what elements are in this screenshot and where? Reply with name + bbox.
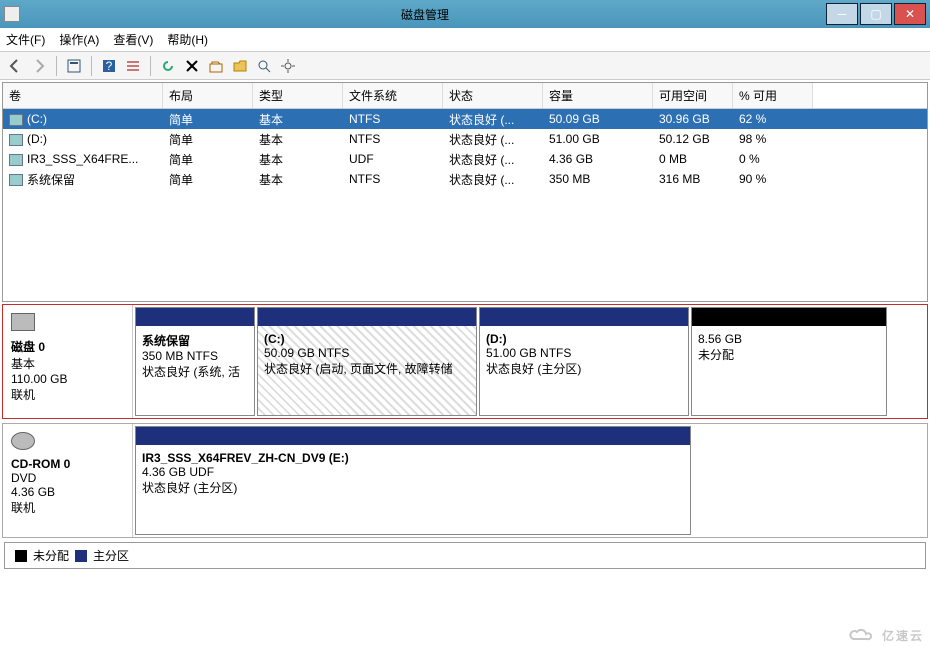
back-button[interactable] — [4, 55, 26, 77]
partition[interactable]: (D:)51.00 GB NTFS状态良好 (主分区) — [479, 307, 689, 416]
cd-part-size: 4.36 GB UDF — [142, 465, 684, 479]
cd-part-name: IR3_SSS_X64FREV_ZH-CN_DV9 (E:) — [142, 451, 684, 465]
volume-row[interactable]: IR3_SSS_X64FRE...简单基本UDF状态良好 (...4.36 GB… — [3, 149, 927, 169]
volume-row[interactable]: (C:)简单基本NTFS状态良好 (...50.09 GB30.96 GB62 … — [3, 109, 927, 129]
close-button[interactable]: ✕ — [894, 3, 926, 25]
find-button[interactable] — [253, 55, 275, 77]
properties-button[interactable] — [63, 55, 85, 77]
legend-unalloc: 未分配 — [33, 547, 69, 564]
drive-icon — [9, 134, 23, 146]
minimize-button[interactable]: ─ — [826, 3, 858, 25]
col-layout[interactable]: 布局 — [163, 83, 253, 108]
list-button[interactable] — [122, 55, 144, 77]
delete-button[interactable] — [181, 55, 203, 77]
col-fs[interactable]: 文件系统 — [343, 83, 443, 108]
col-type[interactable]: 类型 — [253, 83, 343, 108]
volume-row[interactable]: (D:)简单基本NTFS状态良好 (...51.00 GB50.12 GB98 … — [3, 129, 927, 149]
partition-size: 350 MB NTFS — [142, 349, 248, 363]
cdrom-row[interactable]: CD-ROM 0 DVD 4.36 GB 联机 IR3_SSS_X64FREV_… — [2, 423, 928, 538]
cdrom-title: CD-ROM 0 — [11, 457, 70, 471]
partition-bar — [480, 308, 688, 326]
disk-0-state: 联机 — [11, 386, 124, 403]
svg-text:?: ? — [106, 59, 113, 73]
disk-0-partitions: 系统保留350 MB NTFS状态良好 (系统, 活(C:)50.09 GB N… — [133, 305, 927, 418]
maximize-button[interactable]: ▢ — [860, 3, 892, 25]
title-bar: 磁盘管理 ─ ▢ ✕ — [0, 0, 930, 28]
open-button[interactable] — [229, 55, 251, 77]
cdrom-size: 4.36 GB — [11, 485, 124, 499]
disk-0-type: 基本 — [11, 355, 124, 372]
cdrom-partition[interactable]: IR3_SSS_X64FREV_ZH-CN_DV9 (E:) 4.36 GB U… — [135, 426, 691, 535]
partition-status: 状态良好 (启动, 页面文件, 故障转储 — [264, 360, 470, 377]
settings-button[interactable] — [277, 55, 299, 77]
partition-bar — [692, 308, 886, 326]
col-free[interactable]: 可用空间 — [653, 83, 733, 108]
app-icon — [4, 6, 20, 22]
partition[interactable]: 系统保留350 MB NTFS状态良好 (系统, 活 — [135, 307, 255, 416]
cdrom-partitions: IR3_SSS_X64FREV_ZH-CN_DV9 (E:) 4.36 GB U… — [133, 424, 927, 537]
volume-header: 卷 布局 类型 文件系统 状态 容量 可用空间 % 可用 — [3, 83, 927, 109]
partition-bar — [136, 427, 690, 445]
watermark: 亿速云 — [847, 624, 924, 645]
col-pct[interactable]: % 可用 — [733, 83, 813, 108]
disk-0-size: 110.00 GB — [11, 372, 124, 386]
partition-size: 8.56 GB — [698, 332, 880, 346]
partition-status: 状态良好 (主分区) — [486, 360, 682, 377]
menu-file[interactable]: 文件(F) — [6, 31, 45, 48]
volume-row[interactable]: 系统保留简单基本NTFS状态良好 (...350 MB316 MB90 % — [3, 169, 927, 189]
disk-0-title: 磁盘 0 — [11, 340, 45, 354]
partition[interactable]: 8.56 GB未分配 — [691, 307, 887, 416]
partition-size: 50.09 GB NTFS — [264, 346, 470, 360]
cdrom-state: 联机 — [11, 499, 124, 516]
col-status[interactable]: 状态 — [443, 83, 543, 108]
forward-button[interactable] — [28, 55, 50, 77]
partition[interactable]: (C:)50.09 GB NTFS状态良好 (启动, 页面文件, 故障转储 — [257, 307, 477, 416]
menu-bar: 文件(F) 操作(A) 查看(V) 帮助(H) — [0, 28, 930, 52]
refresh-button[interactable] — [157, 55, 179, 77]
partition-status: 状态良好 (系统, 活 — [142, 363, 248, 380]
disk-0-row[interactable]: 磁盘 0 基本 110.00 GB 联机 系统保留350 MB NTFS状态良好… — [2, 304, 928, 419]
help-button[interactable]: ? — [98, 55, 120, 77]
toolbar: ? — [0, 52, 930, 80]
legend-primary-swatch — [75, 550, 87, 562]
legend: 未分配 主分区 — [4, 542, 926, 569]
partition-name: (D:) — [486, 332, 682, 346]
drive-icon — [9, 174, 23, 186]
disk-icon — [11, 313, 35, 331]
cdrom-type: DVD — [11, 471, 124, 485]
drive-icon — [9, 114, 23, 126]
partition-bar — [258, 308, 476, 326]
cdrom-info: CD-ROM 0 DVD 4.36 GB 联机 — [3, 424, 133, 537]
menu-view[interactable]: 查看(V) — [113, 31, 153, 48]
legend-unalloc-swatch — [15, 550, 27, 562]
legend-primary: 主分区 — [93, 547, 129, 564]
menu-action[interactable]: 操作(A) — [59, 31, 99, 48]
window-title: 磁盘管理 — [26, 6, 824, 23]
partition-bar — [136, 308, 254, 326]
col-cap[interactable]: 容量 — [543, 83, 653, 108]
partition-size: 51.00 GB NTFS — [486, 346, 682, 360]
disk-map-area: 磁盘 0 基本 110.00 GB 联机 系统保留350 MB NTFS状态良好… — [2, 304, 928, 569]
disk-0-info: 磁盘 0 基本 110.00 GB 联机 — [3, 305, 133, 418]
volume-list[interactable]: 卷 布局 类型 文件系统 状态 容量 可用空间 % 可用 (C:)简单基本NTF… — [2, 82, 928, 302]
col-volume[interactable]: 卷 — [3, 83, 163, 108]
action1-button[interactable] — [205, 55, 227, 77]
partition-name: 系统保留 — [142, 332, 248, 349]
cd-part-status: 状态良好 (主分区) — [142, 479, 684, 496]
partition-name: (C:) — [264, 332, 470, 346]
cdrom-icon — [11, 432, 35, 450]
menu-help[interactable]: 帮助(H) — [167, 31, 208, 48]
drive-icon — [9, 154, 23, 166]
partition-status: 未分配 — [698, 346, 880, 363]
